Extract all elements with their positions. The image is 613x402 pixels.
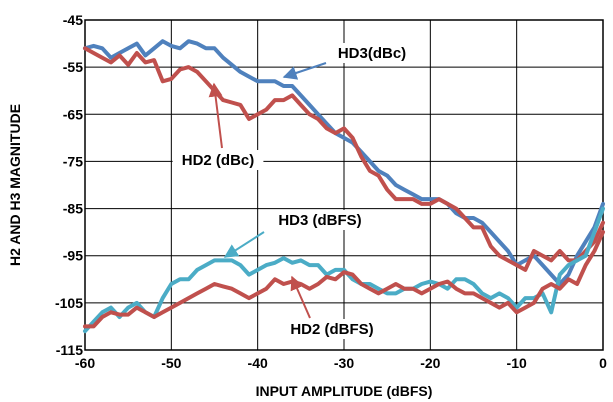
- x-tick-label: -20: [420, 355, 440, 371]
- x-axis-label: INPUT AMPLITUDE (dBFS): [256, 383, 433, 399]
- y-tick-label: -105: [55, 295, 83, 311]
- x-tick-label: -50: [161, 355, 181, 371]
- annotation-label-bg: [270, 210, 370, 230]
- tick-labels: -60 -50 -40 -30 -20 -10 0 -45 -55 -65 -75 -85 -95 -10…: [55, 12, 607, 371]
- y-tick-label: -75: [63, 153, 83, 169]
- annotation-label: HD2 (dBFS): [290, 321, 373, 338]
- y-tick-label: -55: [63, 59, 83, 75]
- annotations: HD3(dBc) HD2 (dBc) HD3 (dBFS) HD2 (dBFS): [172, 43, 413, 339]
- x-tick-label: -10: [507, 355, 527, 371]
- annotation-arrow: [282, 62, 327, 80]
- series-line-hd2-dbfs: [83, 230, 605, 329]
- y-tick-label: -65: [63, 106, 83, 122]
- annotation-label-bg: [282, 319, 382, 339]
- y-tick-label: -45: [63, 12, 83, 28]
- y-tick-label: -115: [56, 342, 83, 358]
- y-axis-label: H2 AND H3 MAGNITUDE: [7, 104, 23, 266]
- series-line-hd2-dbc: [83, 46, 605, 272]
- x-tick-label: 0: [599, 355, 607, 371]
- y-tick-label: -85: [63, 201, 83, 217]
- x-tick-label: -40: [248, 355, 268, 371]
- annotation-label-bg: [172, 150, 264, 170]
- x-tick-label: -60: [75, 355, 95, 371]
- x-tick-label: -30: [334, 355, 354, 371]
- grid: [85, 20, 603, 350]
- annotation-label-bg: [331, 43, 413, 63]
- annotation-arrow: [223, 231, 265, 258]
- annotation-arrow: [208, 82, 223, 149]
- y-tick-label: -95: [63, 248, 83, 264]
- annotation-label: HD2 (dBc): [182, 152, 255, 169]
- annotation-label: HD3(dBc): [338, 45, 406, 62]
- annotation-arrow: [290, 275, 311, 319]
- series-layer: [83, 39, 605, 334]
- series-line-hd3-dbfs: [83, 206, 605, 334]
- annotation-label: HD3 (dBFS): [278, 212, 361, 229]
